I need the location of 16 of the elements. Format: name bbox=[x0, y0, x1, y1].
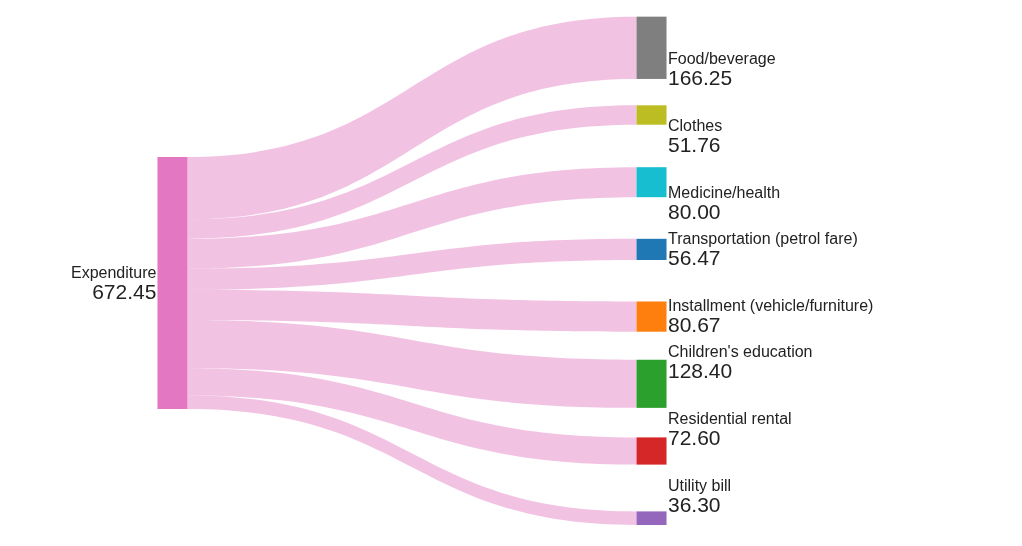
data-label: 72.60 bbox=[668, 425, 721, 449]
category-label: Children's education bbox=[668, 343, 813, 360]
category-label: Medicine/health bbox=[668, 184, 781, 201]
data-label: 128.40 bbox=[668, 358, 733, 382]
category-label: Utility bill bbox=[668, 477, 732, 494]
category-label: Installment (vehicle/furniture) bbox=[668, 297, 874, 314]
data-label: 51.76 bbox=[668, 132, 721, 156]
data-label: 80.67 bbox=[668, 312, 721, 336]
data-label: 672.45 bbox=[92, 279, 157, 303]
category-label: Transportation (petrol fare) bbox=[668, 230, 858, 247]
category-label: Residential rental bbox=[668, 410, 792, 427]
category-label: Expenditure bbox=[71, 264, 157, 281]
data-label: 80.00 bbox=[668, 199, 721, 223]
category-label: Clothes bbox=[668, 117, 723, 134]
data-label: 166.25 bbox=[668, 65, 733, 89]
category-label: Food/beverage bbox=[668, 50, 776, 67]
